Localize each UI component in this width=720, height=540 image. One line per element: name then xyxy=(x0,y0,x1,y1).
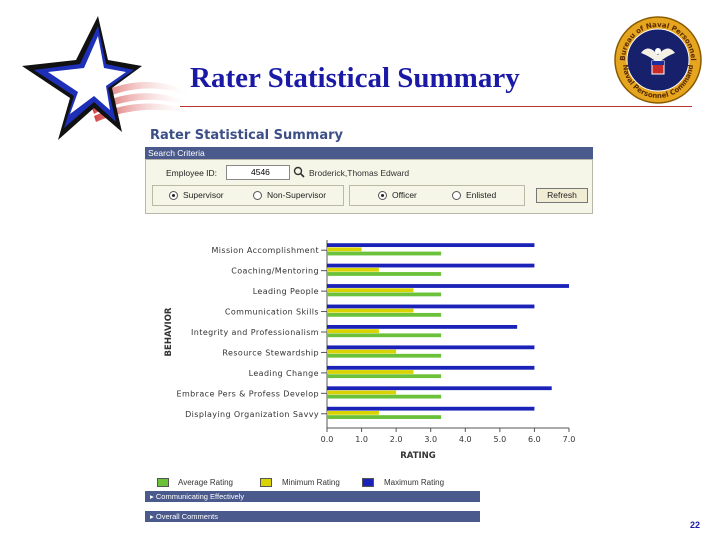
bar-maximum-rating xyxy=(327,345,535,350)
y-tick-label: Communication Skills xyxy=(225,308,319,317)
bar-maximum-rating xyxy=(327,406,535,411)
role-radio-group: Supervisor Non-Supervisor xyxy=(152,185,344,206)
x-tick-label: 7.0 xyxy=(563,435,576,444)
y-tick-label: Mission Accomplishment xyxy=(212,246,320,255)
section-label: Communicating Effectively xyxy=(155,492,245,501)
expand-arrow-icon: ▸ xyxy=(150,512,156,521)
category-radio-group: Officer Enlisted xyxy=(349,185,525,206)
x-tick-label: 1.0 xyxy=(355,435,368,444)
search-criteria-header: Search Criteria xyxy=(145,147,593,159)
bar-average-rating xyxy=(327,374,442,379)
bar-maximum-rating xyxy=(327,365,535,370)
bar-minimum-rating xyxy=(327,390,397,395)
section-overall-comments[interactable]: ▸ Overall Comments xyxy=(145,511,480,522)
non-supervisor-radio[interactable] xyxy=(253,191,262,200)
employee-id-label: Employee ID: xyxy=(166,168,218,178)
supervisor-label: Supervisor xyxy=(183,190,224,200)
bar-minimum-rating xyxy=(327,329,379,333)
legend-average-label: Average Rating xyxy=(178,478,233,487)
bar-average-rating xyxy=(327,333,442,338)
bar-maximum-rating xyxy=(327,243,535,248)
y-tick-label: Coaching/Mentoring xyxy=(231,267,319,276)
employee-id-input[interactable]: 4546 xyxy=(226,165,290,180)
panel-heading: Rater Statistical Summary xyxy=(150,128,344,143)
bar-minimum-rating xyxy=(327,370,414,374)
employee-name: Broderick,Thomas Edward xyxy=(309,168,410,178)
bar-minimum-rating xyxy=(327,349,397,354)
bar-minimum-rating xyxy=(327,247,362,252)
y-axis-title: BEHAVIOR xyxy=(164,307,174,356)
legend-maximum-label: Maximum Rating xyxy=(384,478,445,487)
legend-swatch-average xyxy=(157,478,169,487)
enlisted-label: Enlisted xyxy=(466,190,497,200)
x-tick-label: 2.0 xyxy=(390,435,403,444)
y-tick-label: Leading People xyxy=(253,287,319,296)
x-axis-title: RATING xyxy=(400,451,436,461)
search-criteria-box: Employee ID: 4546 Broderick,Thomas Edwar… xyxy=(145,159,593,214)
officer-radio[interactable] xyxy=(378,191,387,200)
legend-minimum-label: Minimum Rating xyxy=(282,478,340,487)
bar-minimum-rating xyxy=(327,410,379,415)
officer-label: Officer xyxy=(392,190,417,200)
bar-minimum-rating xyxy=(327,288,414,293)
bar-average-rating xyxy=(327,251,442,256)
x-tick-label: 3.0 xyxy=(424,435,437,444)
x-tick-label: 5.0 xyxy=(493,435,506,444)
bar-maximum-rating xyxy=(327,284,569,288)
bar-average-rating xyxy=(327,312,442,317)
y-tick-label: Embrace Pers & Profess Develop xyxy=(177,389,319,398)
bar-maximum-rating xyxy=(327,304,535,309)
y-tick-label: Resource Stewardship xyxy=(222,348,319,357)
legend-swatch-minimum xyxy=(260,478,272,487)
expand-arrow-icon: ▸ xyxy=(150,492,156,501)
bar-maximum-rating xyxy=(327,263,535,268)
enlisted-radio[interactable] xyxy=(452,191,461,200)
bar-average-rating xyxy=(327,394,442,399)
bar-maximum-rating xyxy=(327,325,518,329)
bar-minimum-rating xyxy=(327,308,414,313)
bar-average-rating xyxy=(327,292,442,297)
bar-average-rating xyxy=(327,272,442,276)
refresh-button[interactable]: Refresh xyxy=(536,188,588,203)
y-tick-label: Displaying Organization Savvy xyxy=(185,410,319,419)
supervisor-radio[interactable] xyxy=(169,191,178,200)
y-tick-label: Integrity and Professionalism xyxy=(191,328,319,337)
x-tick-label: 0.0 xyxy=(321,435,334,444)
title-divider xyxy=(180,106,692,107)
bar-average-rating xyxy=(327,353,442,358)
non-supervisor-label: Non-Supervisor xyxy=(267,190,327,200)
bar-average-rating xyxy=(327,415,442,419)
x-tick-label: 4.0 xyxy=(459,435,472,444)
x-tick-label: 6.0 xyxy=(528,435,541,444)
slide-title: Rater Statistical Summary xyxy=(190,62,520,94)
navy-seal-logo: Bureau of Naval Personnel Naval Personne… xyxy=(614,16,702,104)
section-label: Overall Comments xyxy=(155,512,218,521)
bar-maximum-rating xyxy=(327,386,552,391)
legend-swatch-maximum xyxy=(362,478,374,487)
section-communicating-effectively[interactable]: ▸ Communicating Effectively xyxy=(145,491,480,502)
y-tick-label: Leading Change xyxy=(249,369,319,378)
lookup-icon[interactable] xyxy=(293,166,305,178)
bar-minimum-rating xyxy=(327,267,379,272)
page-number: 22 xyxy=(690,520,701,530)
army-star-logo xyxy=(22,16,193,140)
